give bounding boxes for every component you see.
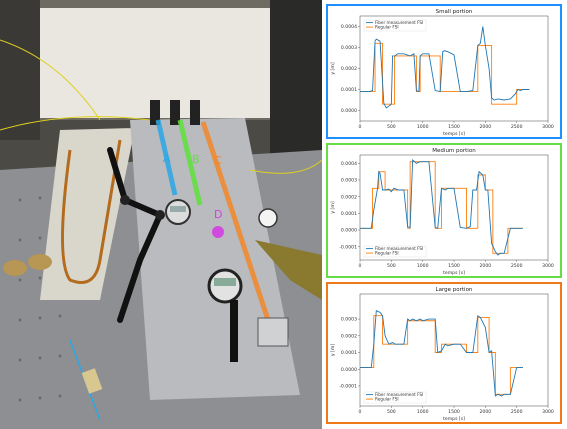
- plot-area: [359, 293, 549, 407]
- x-tick-label: 1500: [448, 409, 460, 415]
- series-line: [360, 161, 523, 254]
- x-tick-label: 1000: [417, 124, 429, 130]
- x-tick-label: 1000: [417, 409, 429, 415]
- x-tick-label: 2000: [479, 409, 491, 415]
- x-tick-label: 2500: [511, 409, 523, 415]
- x-tick-label: 1500: [448, 263, 460, 269]
- x-tick-label: 500: [387, 409, 396, 415]
- x-tick-label: 3000: [542, 263, 554, 269]
- chart-panel-small: Small portion 0 500 1000 1500 2000 2500 3000 0.0…: [326, 4, 562, 139]
- label-d: D: [214, 208, 222, 221]
- chart-medium-portion: Medium portion 0 500 1000 1500 2000 2500 3000 -0…: [330, 148, 554, 276]
- label-c: C: [214, 154, 222, 167]
- y-tick-label: 0.0001: [341, 211, 357, 217]
- legend-label: Fiber measurement FSI: [375, 246, 423, 251]
- beam-b: [177, 119, 203, 206]
- y-tick-label: 0.0000: [341, 367, 357, 373]
- y-tick-label: 0.0003: [341, 317, 357, 323]
- legend-label: Fiber measurement FSI: [375, 392, 423, 397]
- chart-small-portion: Small portion 0 500 1000 1500 2000 2500 3000 0.0…: [330, 9, 554, 137]
- series-line: [360, 26, 530, 109]
- beam-c: [200, 121, 271, 321]
- x-axis-label: temps [s]: [443, 131, 465, 137]
- setup-illustration: A B C D: [0, 0, 322, 429]
- chart-title: Small portion: [436, 9, 473, 15]
- x-tick-label: 500: [387, 124, 396, 130]
- legend-box: [363, 245, 427, 258]
- x-axis-label: temps [s]: [443, 416, 465, 422]
- white-sheet: [30, 8, 275, 118]
- beam-d: [212, 226, 224, 238]
- y-tick-label: 0.0000: [341, 108, 357, 114]
- x-tick-label: 3000: [542, 124, 554, 130]
- chart-title: Medium portion: [432, 148, 476, 154]
- chart-title: Large portion: [436, 287, 473, 293]
- y-tick-label: 0.0000: [341, 228, 357, 234]
- chart-large-portion: Large portion 0 500 1000 1500 2000 2500 3000 -0.…: [330, 287, 554, 422]
- series-line: [360, 315, 523, 395]
- series-line: [360, 310, 523, 397]
- plot-area: [359, 154, 549, 261]
- x-tick-label: 2000: [479, 124, 491, 130]
- mount-block: [257, 317, 289, 347]
- chart-panel-large: Large portion 0 500 1000 1500 2000 2500 3000 -0.…: [326, 282, 562, 424]
- y-tick-label: 0.0002: [341, 66, 357, 72]
- y-tick-label: -0.0001: [339, 244, 357, 250]
- y-tick-label: 0.0004: [341, 161, 357, 167]
- label-b: B: [192, 153, 200, 166]
- legend-label: Fiber measurement FSI: [375, 20, 423, 25]
- brass-holder: [255, 240, 322, 300]
- y-axis-label: y [m]: [330, 201, 336, 213]
- legend-label: Regular FSI: [375, 396, 399, 401]
- x-tick-label: 500: [387, 263, 396, 269]
- y-tick-label: 0.0003: [341, 45, 357, 51]
- x-tick-label: 0: [359, 124, 362, 130]
- x-tick-label: 1000: [417, 263, 429, 269]
- series-line: [360, 42, 530, 105]
- experimental-setup-photo: A B C D: [0, 0, 322, 429]
- x-tick-label: 2500: [511, 263, 523, 269]
- y-tick-label: -0.0001: [339, 384, 357, 390]
- y-tick-label: 0.0002: [341, 194, 357, 200]
- y-axis-label: y [m]: [330, 344, 336, 356]
- x-tick-label: 1500: [448, 124, 460, 130]
- chart-panel-medium: Medium portion 0 500 1000 1500 2000 2500 3000 -0…: [326, 143, 562, 278]
- y-tick-label: 0.0001: [341, 87, 357, 93]
- x-tick-label: 0: [359, 409, 362, 415]
- x-tick-label: 3000: [542, 409, 554, 415]
- plot-area: [359, 15, 549, 122]
- series-line: [360, 159, 523, 256]
- y-tick-label: 0.0001: [341, 350, 357, 356]
- y-tick-label: 0.0003: [341, 178, 357, 184]
- beam-a: [155, 119, 178, 196]
- gauge-stem: [230, 300, 238, 362]
- legend-label: Regular FSI: [375, 250, 399, 255]
- legend-box: [363, 391, 427, 404]
- x-tick-label: 2500: [511, 124, 523, 130]
- dial-gauge-3: [258, 208, 278, 228]
- legend-box: [363, 19, 427, 32]
- y-tick-label: 0.0004: [341, 24, 357, 30]
- legend-label: Regular FSI: [375, 24, 399, 29]
- x-tick-label: 0: [359, 263, 362, 269]
- label-a: A: [163, 152, 171, 165]
- x-tick-label: 2000: [479, 263, 491, 269]
- y-axis-label: y [m]: [330, 62, 336, 74]
- y-tick-label: 0.0002: [341, 333, 357, 339]
- x-axis-label: temps [s]: [443, 270, 465, 276]
